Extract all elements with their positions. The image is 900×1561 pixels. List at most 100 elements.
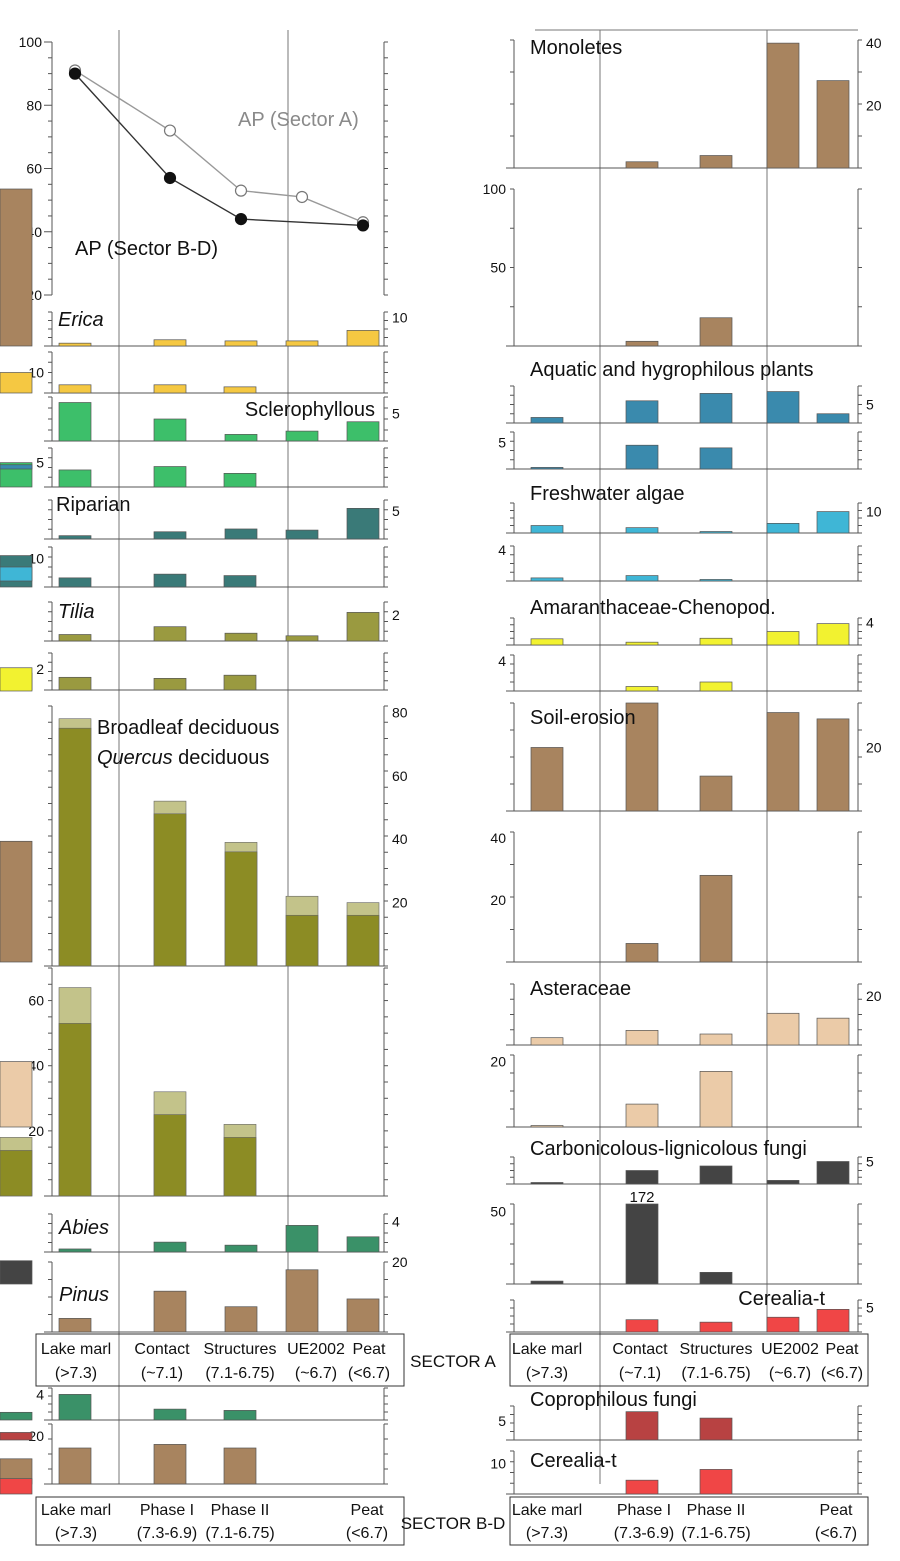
sector-bd-label: SECTOR B-D — [401, 1514, 506, 1533]
riparian_bd-left-tick-label: 10 — [28, 550, 44, 566]
asteraceae_a-bar — [530, 1037, 564, 1046]
cerealia_a-bar — [625, 1319, 659, 1333]
algae_a-right-tick-label: 10 — [866, 504, 882, 520]
coprophilous_bd-left-tick-label: 5 — [498, 1413, 506, 1429]
scler_a-bar — [285, 430, 319, 442]
scler_a-title: Sclerophyllous — [245, 399, 375, 421]
tilia_a-bar — [346, 612, 380, 642]
fungi_carb_bd-annotation: 172 — [629, 1189, 654, 1206]
sector-a-axis-box-right — [509, 1333, 869, 1387]
phase-bd-range: (7.3-6.9) — [137, 1525, 197, 1542]
abies_a-bar — [285, 1225, 319, 1253]
asteraceae_a-title: Asteraceae — [530, 978, 631, 1000]
panel-chenopod_a: 4 — [506, 615, 874, 646]
abies_a-bar — [224, 1244, 258, 1253]
erica_a-right-tick-label: 10 — [392, 310, 408, 326]
phase-bd-range: (<6.7) — [346, 1525, 388, 1542]
panel-erica_a: 10 — [44, 310, 408, 347]
algae_bd-bar — [530, 577, 564, 582]
fungi_carb_bd-bar — [0, 1260, 33, 1285]
cerealia_bd-bar — [625, 1479, 659, 1495]
scler_a-bar — [224, 434, 258, 442]
abies_a-right-tick-label: 4 — [392, 1214, 400, 1230]
broadleaf_a-bar-quercus — [58, 727, 92, 967]
abies_bd-bar — [153, 1408, 187, 1421]
phase-a-name: Structures — [680, 1341, 753, 1358]
panel-riparian_bd: 10 — [0, 546, 388, 588]
chenopod_a-bar — [530, 638, 564, 646]
fungi_carb_bd-bar — [699, 1272, 733, 1285]
erica_a-title: Erica — [58, 309, 104, 331]
phase-a-name: Lake marl — [512, 1341, 582, 1358]
phase-a-range: (<6.7) — [348, 1365, 390, 1382]
phase-bd-name: Phase II — [687, 1502, 746, 1519]
tilia_bd-left-tick-label: 2 — [36, 661, 44, 677]
sector-a-label: SECTOR A — [410, 1352, 496, 1371]
phase-bd-range: (>7.3) — [55, 1525, 97, 1542]
ap-point — [356, 219, 370, 232]
chenopod_a-bar — [816, 623, 850, 646]
soil_a-title: Soil-erosion — [530, 707, 636, 729]
chenopod_a-bar — [699, 637, 733, 646]
panel-asteraceae_a: 20 — [506, 983, 882, 1046]
ap-point — [234, 184, 248, 197]
soil_a-bar — [625, 702, 659, 812]
erica_bd-bar — [58, 384, 92, 394]
phase-bd-range: (>7.3) — [526, 1525, 568, 1542]
chenopod_a-right-tick-label: 4 — [866, 615, 874, 631]
cerealia_a-bar — [816, 1309, 850, 1333]
broadleaf-label: Broadleaf deciduous — [97, 717, 279, 739]
panel-riparian_a: 5 — [44, 499, 400, 540]
panel-fungi_carb_a: 5 — [506, 1154, 874, 1185]
ap-point — [163, 171, 177, 185]
tilia_a-bar — [58, 634, 92, 642]
riparian_a-bar — [153, 531, 187, 540]
ap-point — [68, 67, 82, 80]
soil_a-bar — [816, 718, 850, 812]
broadleaf_a-right-tick-label: 80 — [392, 704, 408, 720]
asteraceae_bd-bar — [699, 1071, 733, 1128]
panel-fungi_carb_bd: 50 172 — [0, 1189, 862, 1285]
panel-algae_bd: 4 — [0, 542, 862, 582]
quercus-italic: Quercus — [97, 747, 173, 769]
soil_a-bar — [766, 712, 800, 812]
riparian_a-title: Riparian — [56, 494, 130, 516]
broadleaf_a-right-tick-label: 20 — [392, 895, 408, 911]
sector-bd-axis-box-left — [35, 1496, 405, 1546]
panel-abies_a: 4 — [44, 1213, 400, 1253]
riparian_a-right-tick-label: 5 — [392, 503, 400, 519]
phase-a-range: (>7.3) — [526, 1365, 568, 1382]
scler_bd-left-tick-label: 5 — [36, 455, 44, 471]
panel-broadleaf_bd: 20 40 60 — [0, 967, 388, 1197]
cerealia_a-title: Cerealia-t — [738, 1288, 825, 1310]
scler_a-right-tick-label: 5 — [392, 406, 400, 422]
soil_a-right-tick-label: 20 — [866, 739, 882, 755]
phase-a-range: (7.1-6.75) — [205, 1365, 274, 1382]
pinus_a-bar — [153, 1290, 187, 1333]
scler_bd-bar — [153, 466, 187, 488]
phase-bd-name: Phase I — [617, 1502, 671, 1519]
cerealia_a-bar — [766, 1316, 800, 1333]
cerealia_bd-bar — [0, 1478, 33, 1495]
phase-a-name: Structures — [204, 1341, 277, 1358]
aquatic_a-right-tick-label: 5 — [866, 397, 874, 413]
scler_a-bar — [346, 421, 380, 442]
monoletes_bd-bar — [699, 317, 733, 347]
broadleaf_a-bar-quercus — [153, 813, 187, 967]
aquatic_a-bar — [699, 393, 733, 424]
fungi_carb_bd-left-tick-label: 50 — [490, 1203, 506, 1219]
fungi_carb_a-title: Carbonicolous-lignicolous fungi — [530, 1138, 807, 1160]
ap-sector-bd-label: AP (Sector B-D) — [75, 238, 218, 260]
tilia_a-bar — [153, 626, 187, 642]
cerealia_a-right-tick-label: 5 — [866, 1299, 874, 1315]
phase-bd-name: Phase I — [140, 1502, 194, 1519]
soil_a-bar — [530, 747, 564, 812]
panel-asteraceae_bd: 20 — [0, 1054, 862, 1128]
algae_a-bar — [816, 511, 850, 534]
ap-point — [295, 190, 309, 204]
pinus_a-bar — [224, 1306, 258, 1333]
monoletes_a-right-tick-label: 20 — [866, 98, 882, 114]
panel-scler_a: 5 — [44, 396, 400, 442]
panel-pinus_bd: 20 — [0, 1423, 388, 1485]
algae_bd-bar — [0, 566, 33, 582]
